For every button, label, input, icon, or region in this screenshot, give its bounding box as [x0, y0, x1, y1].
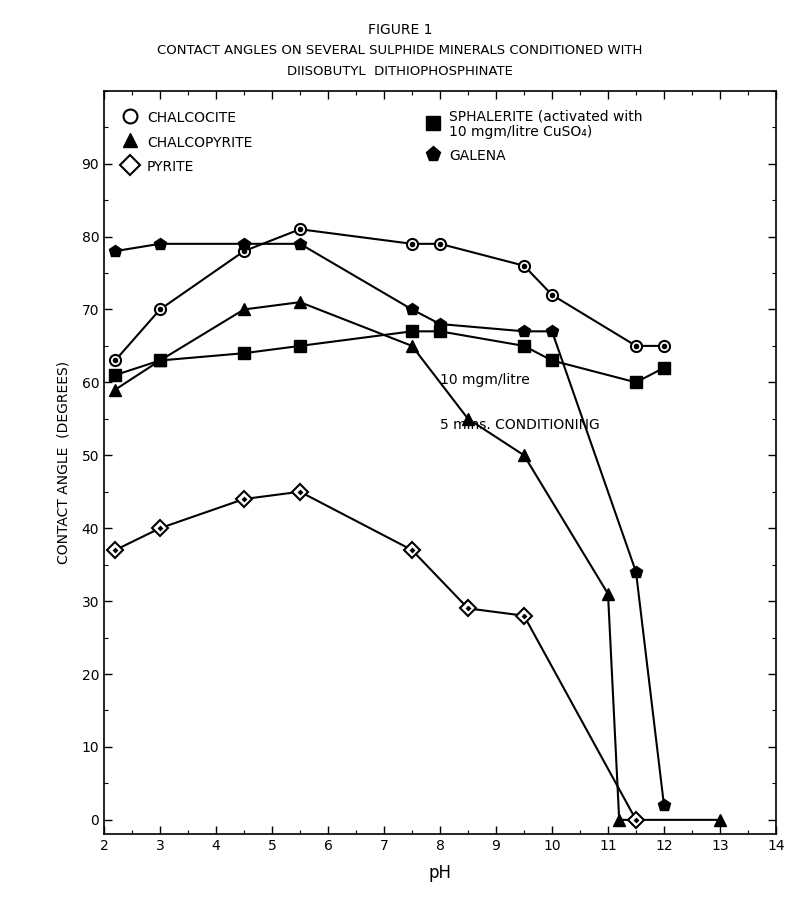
Text: 5 mins. CONDITIONING: 5 mins. CONDITIONING [440, 418, 600, 432]
Text: 10 mgm/litre: 10 mgm/litre [440, 374, 530, 387]
X-axis label: pH: pH [429, 864, 451, 883]
Y-axis label: CONTACT ANGLE  (DEGREES): CONTACT ANGLE (DEGREES) [57, 361, 70, 564]
Legend: SPHALERITE (activated with
10 mgm/litre CuSO₄), GALENA: SPHALERITE (activated with 10 mgm/litre … [420, 105, 647, 168]
Text: DIISOBUTYL  DITHIOPHOSPHINATE: DIISOBUTYL DITHIOPHOSPHINATE [287, 65, 513, 78]
Text: CONTACT ANGLES ON SEVERAL SULPHIDE MINERALS CONDITIONED WITH: CONTACT ANGLES ON SEVERAL SULPHIDE MINER… [158, 44, 642, 56]
Text: FIGURE 1: FIGURE 1 [368, 23, 432, 36]
